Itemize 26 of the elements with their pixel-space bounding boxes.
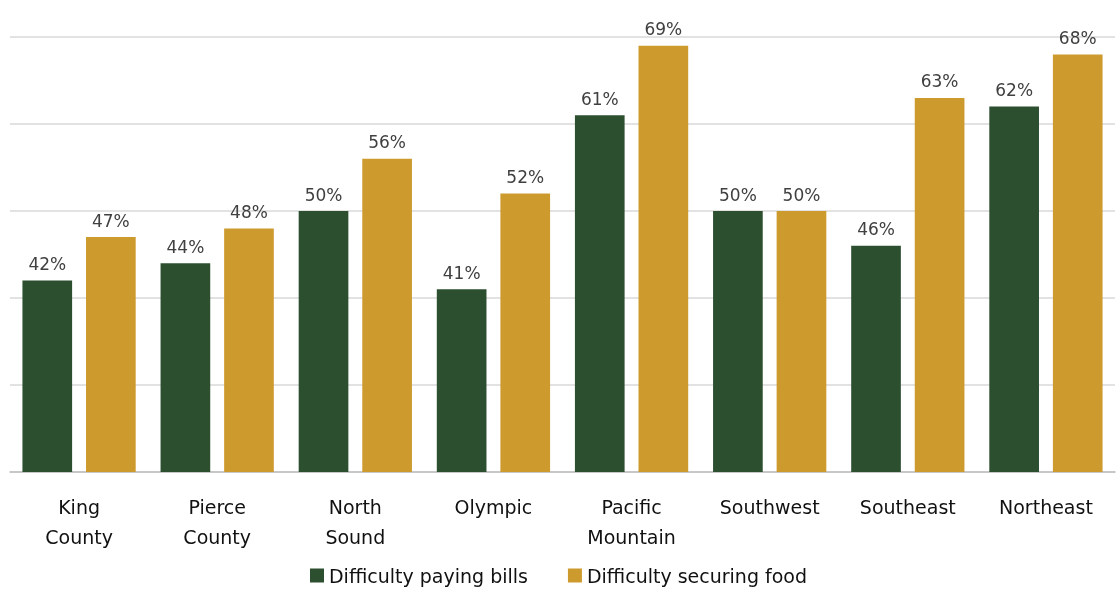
x-tick-label: North Sound <box>325 496 386 548</box>
x-tick-label: Olympic <box>454 496 533 518</box>
data-label: 42% <box>28 254 67 275</box>
legend-label: Difficulty securing food <box>586 564 808 587</box>
legend-label: Difficulty paying bills <box>328 564 528 587</box>
data-label: 56% <box>368 132 406 153</box>
data-label: 47% <box>91 210 130 231</box>
data-label: 44% <box>166 236 205 257</box>
x-tick-label: King County <box>45 496 113 548</box>
data-label: 48% <box>230 201 268 222</box>
data-label: 63% <box>920 71 959 92</box>
x-tick-label: Southwest <box>719 496 820 518</box>
data-label: 50% <box>782 184 821 205</box>
data-label: 41% <box>442 262 481 283</box>
data-label: 62% <box>995 80 1034 101</box>
data-label: 68% <box>1058 27 1097 48</box>
x-tick-label: Southeast <box>859 496 956 518</box>
data-label: 52% <box>506 167 545 188</box>
data-label: 69% <box>644 19 683 40</box>
data-label: 50% <box>304 184 343 205</box>
x-tick-label: Pierce County <box>183 496 252 548</box>
data-label: 61% <box>580 88 619 109</box>
x-tick-label: Pacific Mountain <box>587 496 676 548</box>
data-label: 50% <box>719 184 757 205</box>
x-tick-label: Northeast <box>999 496 1093 518</box>
data-label: 46% <box>857 219 895 240</box>
